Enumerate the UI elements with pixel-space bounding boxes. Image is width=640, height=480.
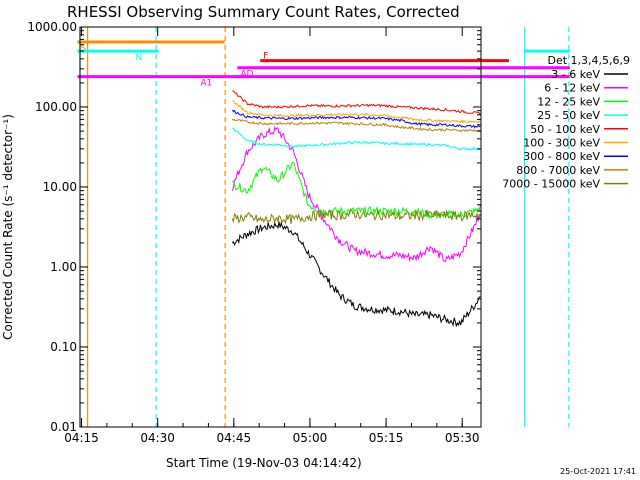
x-tick-label: 04:15 xyxy=(64,431,99,445)
y-tick-label: 10.00 xyxy=(43,180,77,194)
flag-label-N: N xyxy=(135,53,142,63)
legend-entry-label: 6 - 12 keV xyxy=(544,82,600,95)
x-tick-label: 05:30 xyxy=(445,431,480,445)
footer-timestamp: 25-Oct-2021 17:41 xyxy=(560,467,636,476)
y-tick-label: 1000.00 xyxy=(27,20,77,34)
y-axis-ticks: 1000.00 100.00 10.00 1.00 0.10 0.01 xyxy=(27,20,481,434)
plot-frame xyxy=(79,26,482,428)
chart-title: RHESSI Observing Summary Count Rates, Co… xyxy=(67,3,460,21)
legend-entry-label: 7000 - 15000 keV xyxy=(502,178,600,191)
legend-entry-label: 100 - 300 keV xyxy=(523,137,600,150)
flag-label-S: S xyxy=(80,44,86,54)
flag-label-F: F xyxy=(263,52,268,62)
y-tick-label: 100.00 xyxy=(35,100,77,114)
x-tick-label: 04:45 xyxy=(217,431,252,445)
series-line-800-7000keV xyxy=(231,118,481,133)
x-axis-ticks: 04:15 04:30 04:45 05:00 05:15 05:30 xyxy=(64,27,480,445)
legend-entry-label: 25 - 50 keV xyxy=(537,109,600,122)
flag-label-AD: AD xyxy=(240,70,253,80)
flag-label-A1: A1 xyxy=(200,79,212,89)
x-axis-label: Start Time (19-Nov-03 04:14:42) xyxy=(166,456,362,470)
x-tick-label: 04:30 xyxy=(140,431,175,445)
y-tick-label: 0.01 xyxy=(50,420,77,434)
legend-entry-label: 50 - 100 keV xyxy=(530,123,600,136)
flag-bars: S N A1 F AD xyxy=(77,40,570,89)
series-line-7000-15000keV xyxy=(231,208,481,225)
legend-entry-label: 3 - 6 keV xyxy=(551,68,600,81)
series-line-300-800keV xyxy=(231,109,481,129)
x-tick-label: 05:00 xyxy=(293,431,328,445)
legend-entry-label: 800 - 7000 keV xyxy=(516,164,600,177)
series-line-3-6keV xyxy=(231,220,481,328)
legend-entry-label: 12 - 25 keV xyxy=(537,95,600,108)
series-line-25-50keV xyxy=(232,127,481,151)
y-axis-label: Corrected Count Rate (s⁻¹ detector⁻¹) xyxy=(1,114,15,340)
y-tick-label: 0.10 xyxy=(50,340,77,354)
series-line-6-12keV xyxy=(231,125,481,263)
y-tick-label: 1.00 xyxy=(50,260,77,274)
series-line-50-100keV xyxy=(232,90,481,115)
series-lines xyxy=(231,90,481,328)
x-tick-label: 05:15 xyxy=(369,431,404,445)
legend-title: Det 1,3,4,5,6,9 xyxy=(547,54,630,67)
plot-area: S N A1 F AD 1000.00 100.00 10.00 1.00 0.10 0.01 0… xyxy=(27,20,570,445)
legend-entry-label: 300 - 800 keV xyxy=(523,150,600,163)
series-line-100-300keV xyxy=(232,100,481,124)
